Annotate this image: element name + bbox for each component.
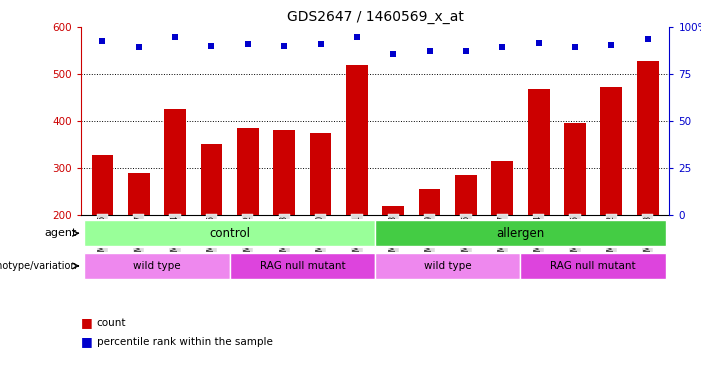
Bar — [418, 189, 440, 215]
Point — [206, 43, 217, 49]
Text: RAG null mutant: RAG null mutant — [550, 261, 636, 271]
Text: GSM158142: GSM158142 — [607, 215, 615, 261]
Point — [133, 43, 144, 50]
Point — [243, 41, 254, 47]
Text: allergen: allergen — [496, 227, 545, 240]
Text: ■: ■ — [81, 335, 93, 348]
Point — [533, 40, 544, 46]
Bar — [528, 89, 550, 215]
Text: GSM158137: GSM158137 — [135, 215, 143, 261]
Text: GSM158141: GSM158141 — [353, 215, 361, 261]
Bar — [84, 220, 375, 246]
Bar — [564, 123, 586, 215]
Title: GDS2647 / 1460569_x_at: GDS2647 / 1460569_x_at — [287, 10, 463, 25]
Bar — [375, 253, 520, 279]
Bar — [84, 253, 230, 279]
Text: GSM158143: GSM158143 — [643, 215, 652, 261]
Bar — [600, 87, 622, 215]
Bar — [346, 65, 368, 215]
Bar — [237, 128, 259, 215]
Text: GSM158132: GSM158132 — [243, 215, 252, 261]
Text: GSM158135: GSM158135 — [571, 215, 580, 261]
Bar — [375, 220, 666, 246]
Text: GSM158138: GSM158138 — [389, 215, 397, 261]
Bar — [382, 206, 404, 215]
Bar — [273, 131, 295, 215]
Bar — [491, 161, 513, 215]
Point — [278, 43, 290, 49]
Text: control: control — [209, 227, 250, 240]
Text: GSM158139: GSM158139 — [425, 215, 434, 261]
Text: GSM158146: GSM158146 — [461, 215, 470, 261]
Point — [569, 43, 580, 50]
Point — [97, 38, 108, 44]
Text: GSM158145: GSM158145 — [207, 215, 216, 261]
Text: GSM158140: GSM158140 — [316, 215, 325, 261]
Bar — [520, 253, 666, 279]
Point — [170, 34, 181, 40]
Point — [606, 42, 617, 48]
Point — [351, 34, 362, 40]
Text: wild type: wild type — [424, 261, 472, 271]
Bar — [128, 173, 150, 215]
Point — [424, 48, 435, 55]
Text: ■: ■ — [81, 316, 93, 329]
Text: GSM158133: GSM158133 — [280, 215, 289, 261]
Bar — [230, 253, 375, 279]
Point — [642, 36, 653, 42]
Text: GSM158147: GSM158147 — [498, 215, 507, 261]
Bar — [455, 175, 477, 215]
Text: agent: agent — [45, 228, 77, 238]
Point — [388, 51, 399, 57]
Text: wild type: wild type — [133, 261, 181, 271]
Text: genotype/variation: genotype/variation — [0, 261, 77, 271]
Bar — [637, 61, 658, 215]
Text: GSM158144: GSM158144 — [170, 215, 179, 261]
Bar — [200, 144, 222, 215]
Text: percentile rank within the sample: percentile rank within the sample — [97, 337, 273, 347]
Bar — [92, 155, 114, 215]
Point — [496, 43, 508, 50]
Text: GSM158134: GSM158134 — [534, 215, 543, 261]
Bar — [164, 109, 186, 215]
Point — [461, 48, 472, 55]
Point — [315, 41, 326, 47]
Text: RAG null mutant: RAG null mutant — [259, 261, 345, 271]
Bar — [310, 133, 332, 215]
Text: GSM158136: GSM158136 — [98, 215, 107, 261]
Text: count: count — [97, 318, 126, 328]
